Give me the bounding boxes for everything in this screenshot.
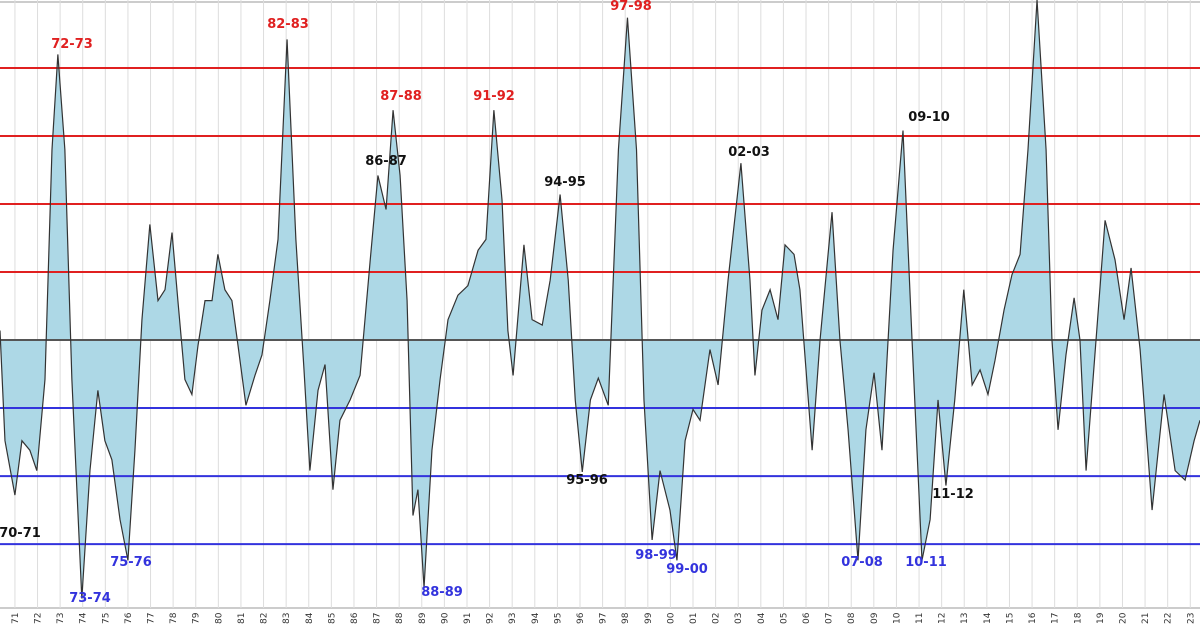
x-tick-label: 18 xyxy=(1073,612,1083,624)
annotation: 02-03 xyxy=(728,145,770,160)
x-tick-label: 80 xyxy=(214,612,224,624)
x-tick-label: 94 xyxy=(531,612,541,624)
x-tick-label: 77 xyxy=(147,613,157,624)
x-tick-label: 71 xyxy=(11,613,21,624)
x-tick-label: 19 xyxy=(1096,612,1106,624)
x-tick-label: 99 xyxy=(644,612,654,624)
x-tick-label: 17 xyxy=(1051,613,1061,624)
x-tick-label: 15 xyxy=(1005,613,1015,624)
annotation: 97-98 xyxy=(610,0,652,14)
x-tick-label: 74 xyxy=(79,612,89,624)
x-tick-label: 14 xyxy=(983,612,993,624)
x-tick-label: 88 xyxy=(395,612,405,624)
x-tick-label: 03 xyxy=(734,613,744,624)
annotation: 72-73 xyxy=(51,37,93,52)
x-tick-label: 11 xyxy=(915,613,925,624)
x-tick-label: 10 xyxy=(892,612,902,624)
x-tick-label: 04 xyxy=(757,612,767,624)
annotation: 82-83 xyxy=(267,17,309,32)
annotation: 07-08 xyxy=(841,555,883,570)
annotation: 87-88 xyxy=(380,89,422,104)
x-tick-label: 20 xyxy=(1118,612,1128,624)
x-tick-label: 08 xyxy=(847,612,857,624)
annotation: 99-00 xyxy=(666,562,708,577)
annotation: 75-76 xyxy=(110,555,152,570)
x-tick-label: 01 xyxy=(689,613,699,624)
annotation: 95-96 xyxy=(566,473,608,488)
x-tick-label: 95 xyxy=(553,613,563,624)
annotation: 09-10 xyxy=(908,110,950,125)
x-tick-label: 93 xyxy=(508,613,518,624)
x-tick-label: 09 xyxy=(870,612,880,624)
x-tick-label: 87 xyxy=(373,613,383,624)
x-tick-label: 85 xyxy=(327,613,337,624)
x-tick-label: 00 xyxy=(666,612,676,624)
x-tick-label: 83 xyxy=(282,613,292,624)
x-tick-label: 90 xyxy=(440,612,450,624)
x-tick-label: 72 xyxy=(34,613,44,624)
x-tick-label: 89 xyxy=(418,612,428,624)
x-tick-label: 81 xyxy=(237,613,247,624)
x-tick-label: 22 xyxy=(1164,613,1174,624)
x-tick-label: 79 xyxy=(192,612,202,624)
x-tick-label: 07 xyxy=(825,613,835,624)
x-tick-label: 16 xyxy=(1028,612,1038,624)
series-line xyxy=(0,0,1200,599)
x-tick-label: 02 xyxy=(712,613,722,624)
x-tick-label: 73 xyxy=(56,613,66,624)
x-tick-label: 21 xyxy=(1141,613,1151,624)
x-tick-label: 98 xyxy=(621,612,631,624)
x-tick-label: 78 xyxy=(169,612,179,624)
annotation: 94-95 xyxy=(544,175,586,190)
x-tick-label: 12 xyxy=(938,613,948,624)
x-tick-label: 84 xyxy=(305,612,315,624)
x-tick-label: 05 xyxy=(779,613,789,624)
annotation: 86-87 xyxy=(365,154,407,169)
annotation: 88-89 xyxy=(421,585,463,600)
x-tick-label: 06 xyxy=(802,612,812,624)
annotation: 73-74 xyxy=(69,591,111,606)
annotation: 70-71 xyxy=(0,526,41,541)
x-tick-label: 76 xyxy=(124,612,134,624)
annotation: 98-99 xyxy=(635,548,677,563)
x-tick-label: 13 xyxy=(960,613,970,624)
annotation: 91-92 xyxy=(473,89,515,104)
x-tick-label: 75 xyxy=(101,613,111,624)
x-tick-label: 91 xyxy=(463,613,473,624)
annotation: 10-11 xyxy=(905,555,947,570)
x-tick-label: 86 xyxy=(350,612,360,624)
x-tick-label: 92 xyxy=(486,613,496,624)
x-tick-label: 23 xyxy=(1186,613,1196,624)
annotation: 11-12 xyxy=(932,487,974,502)
x-tick-label: 82 xyxy=(260,613,270,624)
x-tick-label: 97 xyxy=(599,613,609,624)
x-tick-label: 96 xyxy=(576,612,586,624)
